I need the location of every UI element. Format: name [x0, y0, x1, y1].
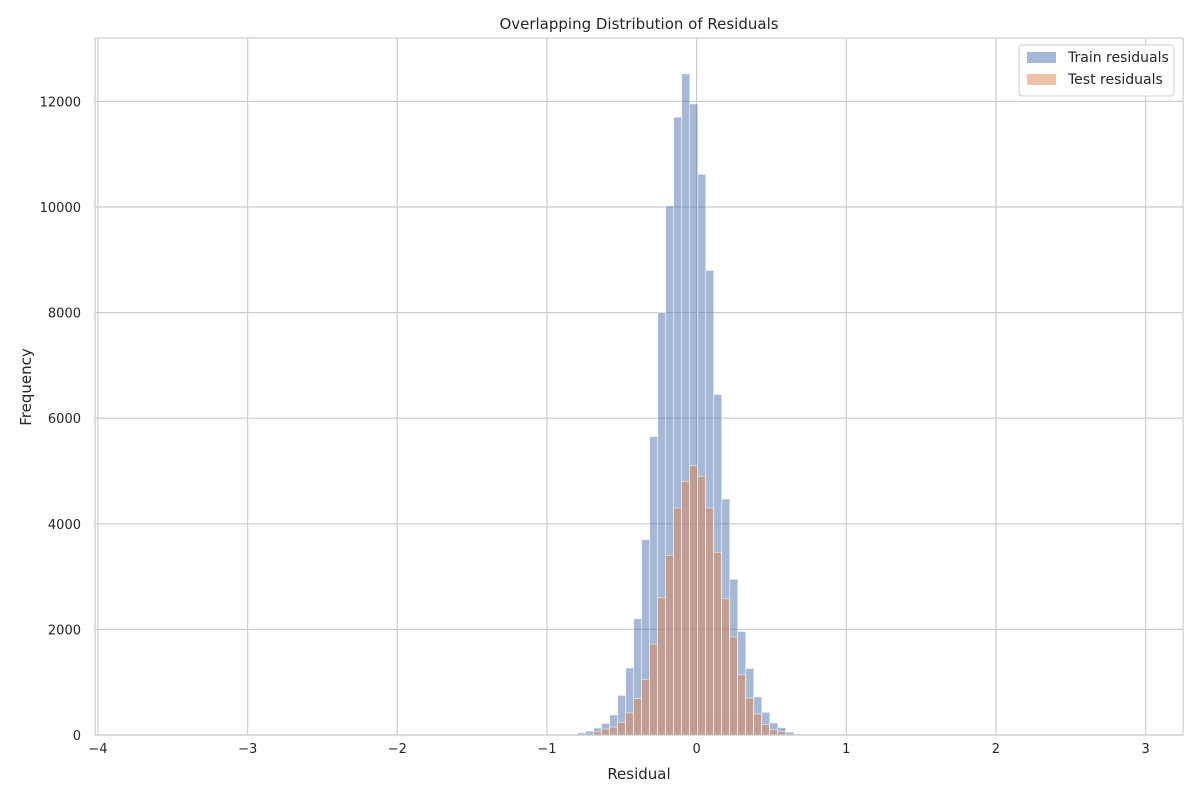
histogram-bar [705, 507, 714, 736]
x-tick-labels: −4 −3 −2 −1 0 1 2 3 [88, 742, 1149, 757]
histogram-bar [665, 555, 674, 736]
histogram-bar [649, 643, 658, 736]
series-1-bars [592, 465, 786, 736]
histogram-bar [600, 728, 610, 736]
legend-label-train: Train residuals [1067, 50, 1169, 66]
histogram-bar [697, 475, 706, 736]
histogram-bar [689, 465, 698, 736]
histogram-bar [737, 674, 746, 736]
histogram-bar [640, 679, 650, 736]
x-tick-label: −3 [238, 742, 257, 757]
histogram-bar [608, 726, 618, 736]
histogram-bar [721, 598, 730, 736]
histogram-bar [673, 507, 682, 736]
y-tick-label: 4000 [48, 518, 81, 533]
histogram-bar [632, 698, 642, 736]
histogram-bar [616, 721, 626, 736]
y-tick-label: 10000 [40, 201, 81, 216]
x-tick-label: 3 [1141, 742, 1149, 757]
histogram-bar [729, 636, 738, 736]
x-tick-label: −4 [88, 742, 107, 757]
y-axis-label: Frequency [17, 348, 35, 426]
x-tick-label: −1 [537, 742, 556, 757]
x-tick-label: 1 [842, 742, 850, 757]
legend-label-test: Test residuals [1067, 72, 1163, 88]
y-tick-label: 6000 [48, 412, 81, 427]
chart-title: Overlapping Distribution of Residuals [499, 15, 778, 33]
x-axis-label: Residual [607, 765, 670, 783]
y-tick-label: 8000 [48, 307, 81, 322]
legend-swatch-train [1027, 52, 1056, 63]
histogram-bar [681, 481, 690, 736]
y-tick-label: 12000 [40, 95, 81, 110]
histogram-bar [769, 729, 778, 736]
legend-swatch-test [1027, 74, 1056, 85]
y-tick-label: 2000 [48, 623, 81, 638]
plot-frame [94, 37, 1184, 736]
histogram-bar [745, 697, 754, 736]
histogram-bar [753, 713, 762, 736]
y-tick-labels: 0 2000 4000 6000 8000 10000 12000 [40, 95, 81, 744]
histogram-bar [761, 724, 770, 736]
x-tick-label: 0 [692, 742, 700, 757]
x-tick-label: −2 [388, 742, 407, 757]
legend-box [1018, 44, 1175, 97]
histogram-bar [657, 597, 666, 736]
histogram-bar [713, 551, 722, 736]
histogram-bar [624, 712, 634, 736]
y-tick-label: 0 [73, 729, 81, 744]
x-tick-label: 2 [992, 742, 1000, 757]
legend: Train residuals Test residuals [1018, 44, 1175, 97]
bars [577, 73, 803, 736]
